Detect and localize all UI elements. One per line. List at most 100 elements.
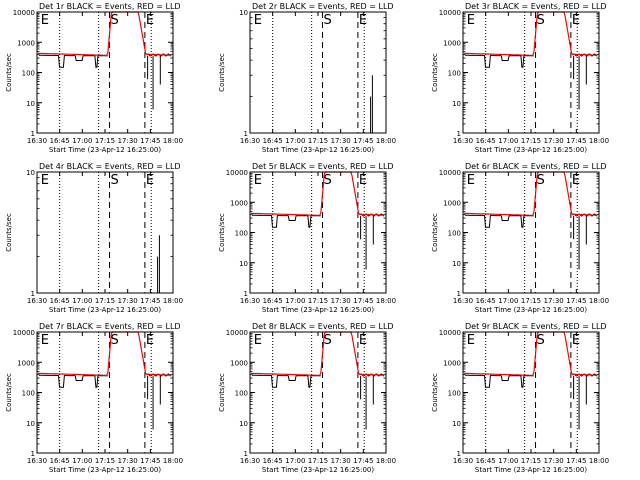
- x-tick-label: 17:15: [308, 457, 328, 465]
- x-tick-label: 18:00: [376, 137, 396, 145]
- y-tick-label: 100: [22, 390, 35, 398]
- events-series-line: [464, 214, 534, 228]
- x-tick-label: 17:15: [521, 297, 541, 305]
- y-axis-label: Counts/sec: [431, 373, 439, 412]
- y-axis-label: Counts/sec: [218, 373, 226, 412]
- event-marker: E: [41, 13, 49, 28]
- x-tick-label: 17:00: [72, 297, 92, 305]
- x-tick-label: 16:30: [453, 137, 473, 145]
- x-tick-label: 17:15: [308, 297, 328, 305]
- y-axis-label: Counts/sec: [5, 53, 13, 92]
- x-axis-label: Start Time (23-Apr-12 16:25:00): [475, 306, 587, 314]
- event-marker: S: [324, 173, 332, 188]
- event-marker: E: [467, 13, 475, 28]
- y-tick-label: 10: [452, 420, 461, 428]
- event-marker: S: [324, 333, 332, 348]
- x-tick-label: 16:45: [50, 457, 70, 465]
- y-tick-label: 10: [239, 420, 248, 428]
- y-tick-label: 100: [235, 230, 248, 238]
- chart-title: Det 4r BLACK = Events, RED = LLD: [39, 162, 181, 171]
- x-tick-label: 18:00: [163, 297, 183, 305]
- event-marker: E: [146, 173, 154, 188]
- plot-frame: [249, 11, 387, 134]
- x-axis-label: Start Time (23-Apr-12 16:25:00): [49, 306, 161, 314]
- plot-frame: [462, 11, 600, 134]
- plot-frame: [249, 171, 387, 294]
- x-tick-label: 16:30: [27, 457, 47, 465]
- x-tick-label: 17:15: [521, 137, 541, 145]
- x-axis-label: Start Time (23-Apr-12 16:25:00): [262, 146, 374, 154]
- y-tick-label: 100: [235, 390, 248, 398]
- event-marker: S: [111, 333, 119, 348]
- x-tick-label: 17:45: [140, 297, 160, 305]
- y-tick-label: 10: [26, 169, 35, 177]
- lld-series-line: [37, 331, 172, 377]
- x-tick-label: 17:45: [566, 297, 586, 305]
- y-tick-label: 1: [244, 290, 248, 298]
- chart-panel: Det 7r BLACK = Events, RED = LLD 16:30 16:…: [5, 322, 183, 474]
- y-tick-label: 10000: [13, 329, 35, 337]
- lld-series-line: [463, 331, 598, 377]
- x-tick-label: 16:45: [50, 137, 70, 145]
- x-axis-label: Start Time (23-Apr-12 16:25:00): [49, 146, 161, 154]
- y-tick-label: 1: [244, 130, 248, 138]
- event-marker: E: [572, 173, 580, 188]
- lld-series-line: [463, 171, 598, 217]
- event-marker: E: [254, 173, 262, 188]
- x-tick-label: 16:30: [240, 457, 260, 465]
- y-tick-label: 100: [22, 70, 35, 78]
- x-tick-label: 17:45: [140, 137, 160, 145]
- chart-panel: Det 8r BLACK = Events, RED = LLD 16:30 16:…: [218, 322, 396, 474]
- y-axis-label: Counts/sec: [431, 53, 439, 92]
- x-tick-label: 17:30: [544, 137, 564, 145]
- y-tick-label: 10: [239, 260, 248, 268]
- event-marker: S: [537, 173, 545, 188]
- x-tick-label: 17:45: [353, 297, 373, 305]
- event-marker: E: [467, 173, 475, 188]
- y-tick-label: 1000: [443, 199, 461, 207]
- event-marker: E: [41, 333, 49, 348]
- plot-frame: [36, 171, 174, 294]
- event-marker: E: [359, 173, 367, 188]
- x-tick-label: 17:15: [521, 457, 541, 465]
- y-tick-label: 1: [244, 450, 248, 458]
- lld-series-line: [250, 331, 385, 377]
- y-tick-label: 10000: [226, 329, 248, 337]
- plot-frame: [249, 331, 387, 454]
- x-tick-label: 17:15: [95, 137, 115, 145]
- x-tick-label: 16:45: [476, 137, 496, 145]
- event-marker: E: [254, 13, 262, 28]
- chart-panel: Det 5r BLACK = Events, RED = LLD 16:30 16:…: [218, 162, 396, 314]
- x-tick-label: 18:00: [589, 457, 609, 465]
- event-marker: S: [324, 13, 332, 28]
- y-tick-label: 1: [31, 130, 35, 138]
- x-tick-label: 18:00: [589, 297, 609, 305]
- y-tick-label: 10: [452, 100, 461, 108]
- y-tick-label: 1000: [17, 359, 35, 367]
- y-axis-label: Counts/sec: [218, 53, 226, 92]
- x-tick-label: 17:30: [331, 457, 351, 465]
- x-tick-label: 16:30: [240, 297, 260, 305]
- y-tick-label: 10: [452, 260, 461, 268]
- x-tick-label: 16:30: [27, 137, 47, 145]
- event-marker: E: [467, 333, 475, 348]
- chart-panel: Det 6r BLACK = Events, RED = LLD 16:30 16:…: [431, 162, 609, 314]
- x-tick-label: 17:15: [308, 137, 328, 145]
- events-series-line: [464, 374, 534, 388]
- x-tick-label: 17:30: [544, 457, 564, 465]
- x-tick-label: 18:00: [163, 457, 183, 465]
- y-axis-label: Counts/sec: [218, 213, 226, 252]
- chart-panel: Det 3r BLACK = Events, RED = LLD 16:30 16:…: [431, 2, 609, 154]
- x-tick-label: 16:45: [476, 457, 496, 465]
- event-marker: E: [254, 333, 262, 348]
- x-tick-label: 18:00: [376, 457, 396, 465]
- x-tick-label: 17:45: [566, 137, 586, 145]
- event-marker: E: [359, 333, 367, 348]
- chart-panel: Det 4r BLACK = Events, RED = LLD 16:30 16:…: [5, 162, 183, 314]
- x-tick-label: 17:00: [72, 457, 92, 465]
- x-tick-label: 17:45: [140, 457, 160, 465]
- y-tick-label: 10000: [439, 329, 461, 337]
- y-tick-label: 100: [448, 390, 461, 398]
- x-tick-label: 17:30: [118, 457, 138, 465]
- y-tick-label: 1: [31, 450, 35, 458]
